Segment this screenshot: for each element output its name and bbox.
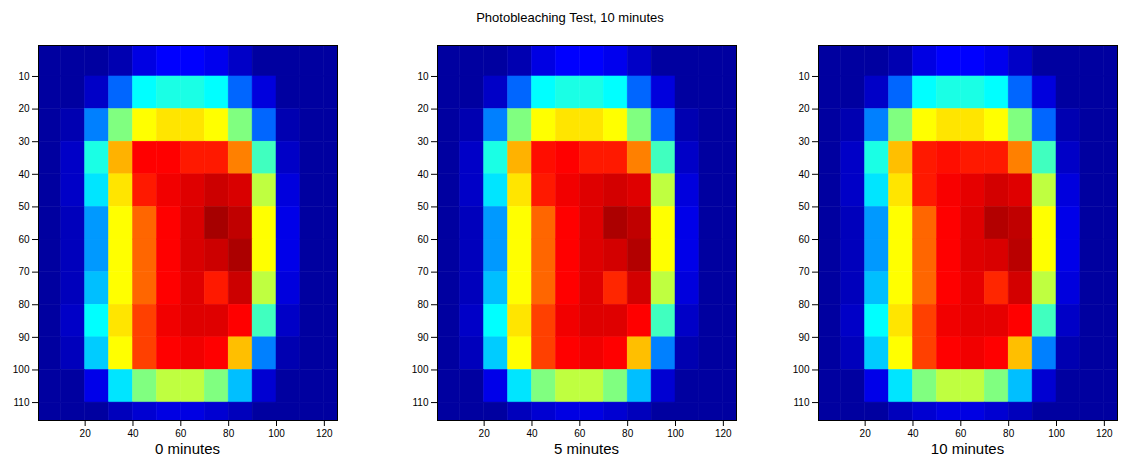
svg-text:90: 90 <box>798 332 810 343</box>
html-text:5 minutes: 5 minutes <box>554 440 619 457</box>
svg-text:50: 50 <box>18 201 30 212</box>
html-text:10 minutes: 10 minutes <box>930 440 1005 457</box>
svg-text:50: 50 <box>417 201 429 212</box>
svg-text:40: 40 <box>526 428 538 439</box>
svg-text:20: 20 <box>798 103 810 114</box>
svg-text:110: 110 <box>413 397 429 408</box>
svg-text:30: 30 <box>18 136 30 147</box>
svg-text:120: 120 <box>715 428 732 439</box>
svg-text:120: 120 <box>316 428 333 439</box>
svg-text:40: 40 <box>798 169 810 180</box>
svg-text:100: 100 <box>13 364 30 375</box>
svg-text:70: 70 <box>417 266 429 277</box>
svg-text:20: 20 <box>18 103 30 114</box>
svg-text:90: 90 <box>417 332 429 343</box>
svg-text:20: 20 <box>417 103 429 114</box>
svg-text:20: 20 <box>479 428 491 439</box>
svg-text:110: 110 <box>14 397 30 408</box>
svg-text:100: 100 <box>793 364 810 375</box>
svg-text:10: 10 <box>18 71 30 82</box>
svg-text:80: 80 <box>223 428 235 439</box>
svg-text:60: 60 <box>955 428 967 439</box>
svg-text:60: 60 <box>798 234 810 245</box>
svg-text:80: 80 <box>1003 428 1015 439</box>
svg-text:30: 30 <box>798 136 810 147</box>
svg-text:40: 40 <box>417 169 429 180</box>
svg-text:60: 60 <box>18 234 30 245</box>
svg-text:50: 50 <box>798 201 810 212</box>
svg-text:40: 40 <box>907 428 919 439</box>
svg-text:80: 80 <box>18 299 30 310</box>
svg-text:40: 40 <box>127 428 139 439</box>
svg-text:120: 120 <box>1096 428 1113 439</box>
svg-text:100: 100 <box>412 364 429 375</box>
svg-text:80: 80 <box>622 428 634 439</box>
svg-text:80: 80 <box>417 299 429 310</box>
svg-text:30: 30 <box>417 136 429 147</box>
svg-text:20: 20 <box>860 428 872 439</box>
svg-text:60: 60 <box>417 234 429 245</box>
svg-text:70: 70 <box>798 266 810 277</box>
svg-text:70: 70 <box>18 266 30 277</box>
svg-text:20: 20 <box>80 428 92 439</box>
svg-text:60: 60 <box>574 428 586 439</box>
svg-text:40: 40 <box>18 169 30 180</box>
svg-text:90: 90 <box>18 332 30 343</box>
svg-text:110: 110 <box>794 397 810 408</box>
svg-text:100: 100 <box>1048 428 1065 439</box>
svg-text:100: 100 <box>667 428 684 439</box>
svg-text:10: 10 <box>417 71 429 82</box>
html-text:Photobleaching Test, 10 minute: Photobleaching Test, 10 minutes <box>476 10 664 25</box>
svg-text:100: 100 <box>268 428 285 439</box>
svg-text:10: 10 <box>798 71 810 82</box>
svg-text:80: 80 <box>798 299 810 310</box>
html-text:0 minutes: 0 minutes <box>155 440 220 457</box>
svg-text:60: 60 <box>175 428 187 439</box>
